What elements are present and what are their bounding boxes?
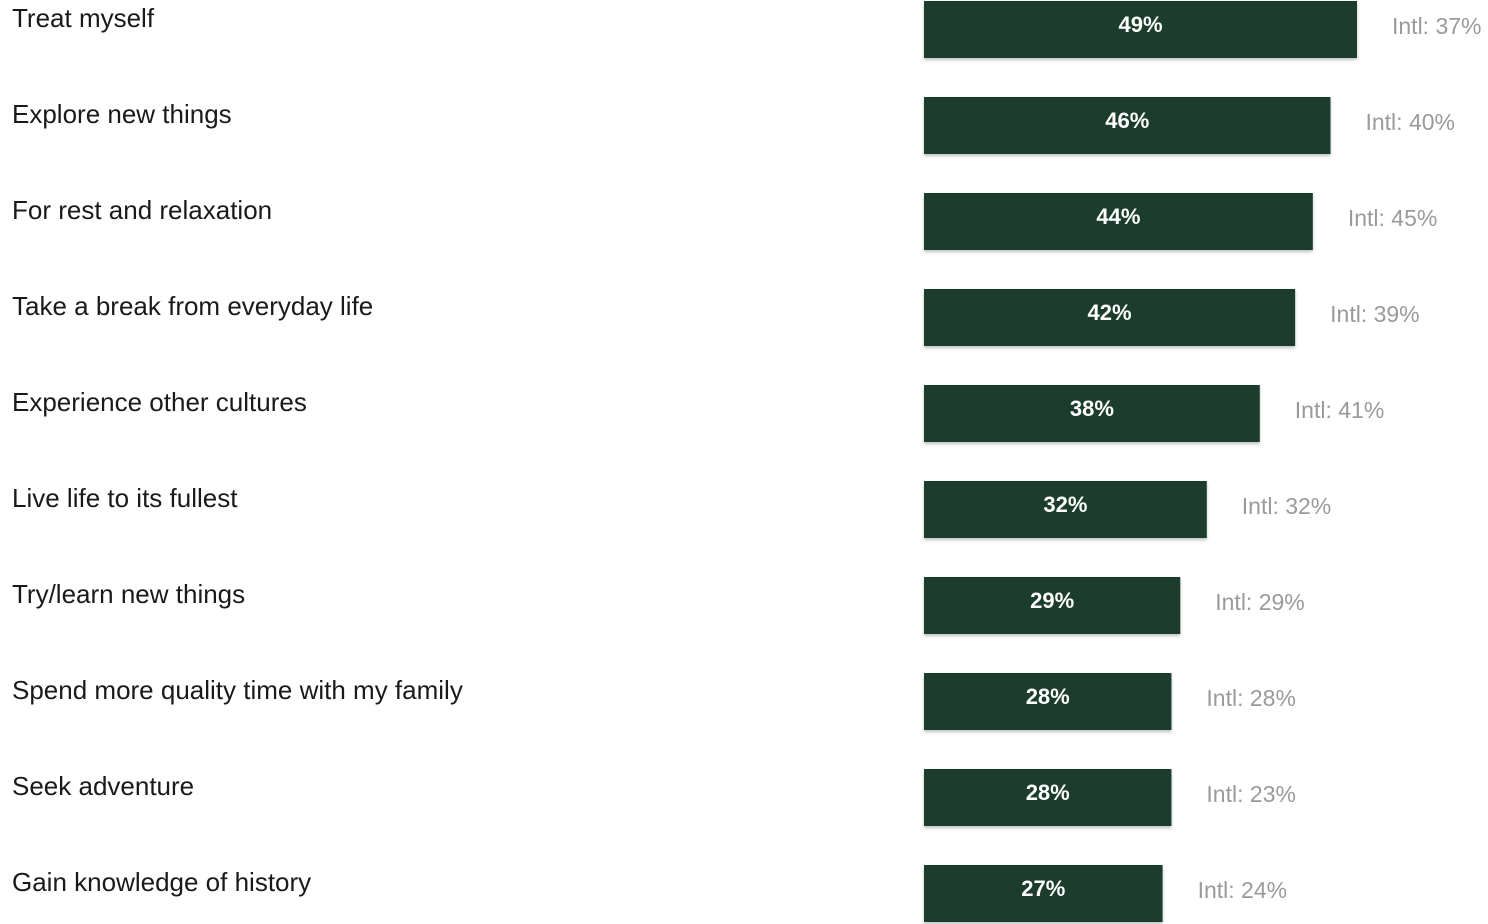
intl-comparison-label: Intl: 40% (1365, 109, 1455, 135)
bar-value-label: 44% (1096, 204, 1140, 229)
bar-value-label: 27% (1021, 876, 1065, 901)
bar (924, 97, 1331, 154)
bar-value-label: 42% (1088, 300, 1132, 325)
intl-comparison-label: Intl: 29% (1215, 589, 1305, 615)
bar (924, 289, 1296, 346)
chart-row: Gain knowledge of history 27% Intl: 24% (12, 865, 1287, 922)
bar-value-label: 46% (1105, 108, 1149, 133)
chart-row: Seek adventure 28% Intl: 23% (12, 769, 1296, 826)
bar-value-label: 49% (1118, 12, 1162, 37)
chart-rows: Treat myself 49% Intl: 37% Explore new thin… (12, 1, 1482, 922)
bar-value-label: 28% (1026, 780, 1070, 805)
intl-comparison-label: Intl: 24% (1198, 877, 1288, 903)
category-label: Seek adventure (12, 771, 194, 801)
category-label: For rest and relaxation (12, 195, 272, 225)
bar (924, 385, 1260, 442)
bar (924, 769, 1172, 826)
bar-value-label: 28% (1026, 684, 1070, 709)
category-label: Treat myself (12, 3, 155, 33)
bar-value-label: 29% (1030, 588, 1074, 613)
chart-row: Spend more quality time with my family 28… (12, 673, 1296, 730)
bar-value-label: 38% (1070, 396, 1114, 421)
bar (924, 577, 1181, 634)
intl-comparison-label: Intl: 32% (1242, 493, 1332, 519)
bar-value-label: 32% (1043, 492, 1087, 517)
intl-comparison-label: Intl: 45% (1348, 205, 1438, 231)
chart-row: Take a break from everyday life 42% Intl: … (12, 289, 1420, 346)
chart-row: Try/learn new things 29% Intl: 29% (12, 577, 1305, 634)
intl-comparison-label: Intl: 23% (1206, 781, 1296, 807)
category-label: Gain knowledge of history (12, 867, 311, 897)
category-label: Experience other cultures (12, 387, 307, 417)
chart-row: Live life to its fullest 32% Intl: 32% (12, 481, 1331, 538)
intl-comparison-label: Intl: 37% (1392, 13, 1482, 39)
intl-comparison-label: Intl: 28% (1206, 685, 1296, 711)
category-label: Live life to its fullest (12, 483, 238, 513)
chart-row: Experience other cultures 38% Intl: 41% (12, 385, 1384, 442)
category-label: Take a break from everyday life (12, 291, 373, 321)
category-label: Spend more quality time with my family (12, 675, 463, 705)
chart-row: For rest and relaxation 44% Intl: 45% (12, 193, 1437, 250)
bar (924, 193, 1313, 250)
bar (924, 1, 1357, 58)
chart-row: Treat myself 49% Intl: 37% (12, 1, 1482, 58)
category-label: Try/learn new things (12, 579, 245, 609)
intl-comparison-label: Intl: 39% (1330, 301, 1420, 327)
chart-row: Explore new things 46% Intl: 40% (12, 97, 1455, 154)
category-label: Explore new things (12, 99, 232, 129)
bar (924, 481, 1207, 538)
intl-comparison-label: Intl: 41% (1295, 397, 1385, 423)
bar (924, 865, 1163, 922)
bar (924, 673, 1172, 730)
